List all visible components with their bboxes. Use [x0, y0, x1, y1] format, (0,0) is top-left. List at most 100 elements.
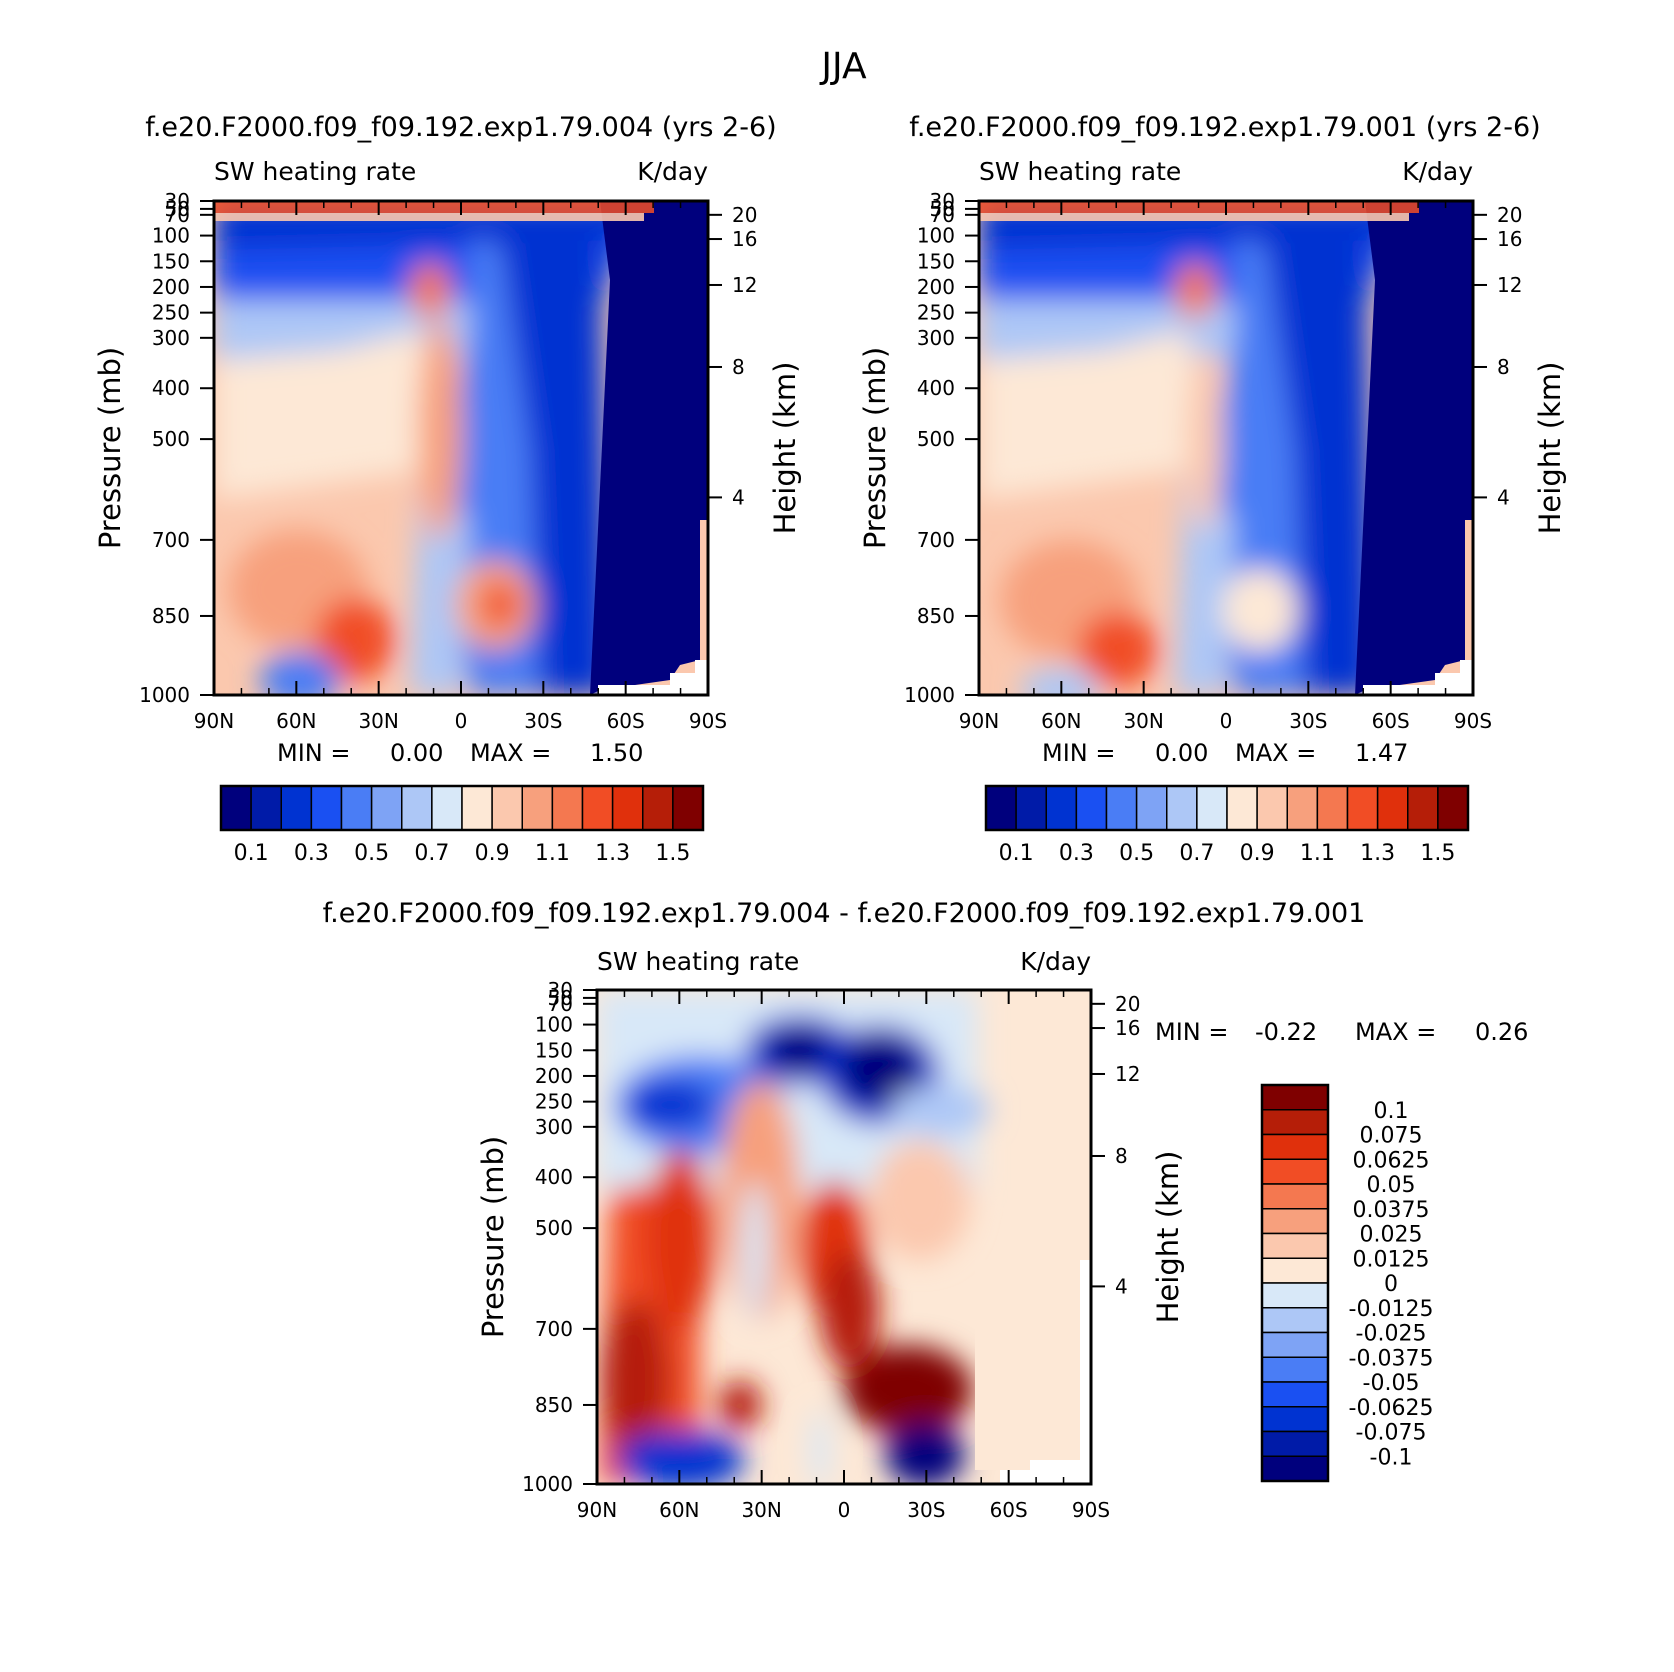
- colorbar-box: [401, 785, 433, 831]
- colorbar-box: [1261, 1133, 1329, 1160]
- y-tick-label: 700: [152, 528, 190, 552]
- colorbar-box: [1261, 1232, 1329, 1259]
- colorbar-box: [1256, 785, 1288, 831]
- panel-c-axes: 90N 60N 30N 0 30S 60S 90S 305070100150200250300…: [522, 978, 1140, 1522]
- y-tick-label: 700: [535, 1317, 573, 1341]
- y-tick-label: 300: [535, 1115, 573, 1139]
- y-tick-label: 50: [548, 986, 573, 1010]
- colorbar-label: 0.05: [1367, 1173, 1416, 1198]
- colorbar-box: [551, 785, 584, 831]
- colorbar-label: 0.5: [1119, 841, 1154, 866]
- x-tick-label: 60N: [276, 709, 316, 733]
- x-tick-label: 30N: [741, 1498, 781, 1522]
- x-tick-label: 90N: [959, 709, 999, 733]
- colorbar-label: 1.5: [1420, 841, 1455, 866]
- figure-title: JJA: [819, 46, 867, 87]
- y-right-tick-label: 16: [1497, 227, 1522, 251]
- y-tick-label: 300: [152, 326, 190, 350]
- y-tick-label: 850: [917, 604, 955, 628]
- panel-a-ylabel-right: Height (km): [768, 362, 802, 535]
- colorbar-box: [370, 785, 403, 831]
- panel-a-max-value: 1.50: [590, 739, 643, 767]
- y-tick-label: 200: [152, 275, 190, 299]
- x-tick-label: 90S: [1072, 1498, 1110, 1522]
- x-tick-label: 90S: [1454, 709, 1492, 733]
- y-tick-label: 400: [152, 376, 190, 400]
- colorbar-box: [611, 785, 644, 831]
- colorbar-box: [1196, 785, 1228, 831]
- panel-a-max-label: MAX =: [470, 739, 551, 767]
- y-tick-label: 30: [165, 189, 190, 213]
- x-tick-label: 0: [838, 1498, 851, 1522]
- panel-c: f.e20.F2000.f09_f09.192.exp1.79.004 - f.…: [323, 898, 1529, 1522]
- colorbar-box: [1437, 785, 1469, 831]
- y-tick-label: 150: [535, 1038, 573, 1062]
- colorbar-frame: [1260, 1083, 1330, 1483]
- colorbar-box: [1166, 785, 1198, 831]
- colorbar-box: [1261, 1455, 1329, 1482]
- colorbar-label: 0.5: [354, 841, 389, 866]
- colorbar-label: 1.1: [535, 841, 570, 866]
- y-tick-label: 70: [548, 992, 573, 1016]
- panel-a-axes: 90N 60N 30N 0 30S 60S 90S 305070100150200250300…: [139, 189, 757, 733]
- colorbar-label: 0.025: [1360, 1223, 1423, 1248]
- y-right-tick-label: 16: [1115, 1016, 1140, 1040]
- colorbar-label: -0.1: [1370, 1445, 1413, 1470]
- colorbar-label: 0.3: [1059, 841, 1094, 866]
- colorbar-box: [1261, 1356, 1329, 1383]
- colorbar-label: 0.0625: [1353, 1148, 1430, 1173]
- panel-c-subtitle: f.e20.F2000.f09_f09.192.exp1.79.004 - f.…: [323, 898, 1366, 929]
- colorbar-box: [1261, 1430, 1329, 1457]
- colorbar-box: [1261, 1109, 1329, 1136]
- y-tick-label: 850: [152, 604, 190, 628]
- colorbar-label: 1.5: [655, 841, 690, 866]
- y-right-tick-label: 8: [1115, 1144, 1128, 1168]
- x-tick-label: 30N: [1123, 709, 1163, 733]
- y-tick-label: 70: [930, 203, 955, 227]
- panel-a-left-label: SW heating rate: [214, 157, 416, 186]
- y-tick-label: 100: [917, 224, 955, 248]
- colorbar-box: [1376, 785, 1409, 831]
- panel-b-ylabel: Pressure (mb): [858, 347, 892, 549]
- panel-c-max-value: 0.26: [1475, 1018, 1528, 1046]
- colorbar-frame: [984, 784, 1470, 832]
- y-tick-label: 70: [165, 203, 190, 227]
- panel-a-min-label: MIN =: [277, 739, 350, 767]
- x-tick-label: 0: [1220, 709, 1233, 733]
- panel-a-subtitle: f.e20.F2000.f09_f09.192.exp1.79.004 (yrs…: [145, 112, 776, 143]
- colorbar-label: 0.0125: [1353, 1247, 1430, 1272]
- colorbar-label: 1.1: [1300, 841, 1335, 866]
- colorbar-box: [310, 785, 343, 831]
- panel-b-colorbar: 0.1 0.3 0.5 0.7 0.9 1.1 1.3 1.5: [984, 784, 1470, 866]
- colorbar-box: [280, 785, 313, 831]
- colorbar-label: 0.0375: [1353, 1198, 1430, 1223]
- x-tick-label: 30S: [907, 1498, 945, 1522]
- colorbar-box: [1261, 1381, 1329, 1408]
- colorbar-label: 0.1: [999, 841, 1034, 866]
- y-right-tick-label: 4: [732, 485, 745, 509]
- colorbar-box: [1105, 785, 1138, 831]
- y-tick-label: 400: [917, 376, 955, 400]
- panel-b: f.e20.F2000.f09_f09.192.exp1.79.001 (yrs…: [858, 112, 1567, 866]
- y-tick-label: 200: [917, 275, 955, 299]
- panel-a-field: [214, 201, 708, 695]
- colorbar-frame: [219, 784, 705, 832]
- panel-b-min-label: MIN =: [1042, 739, 1115, 767]
- panel-b-left-label: SW heating rate: [979, 157, 1181, 186]
- colorbar-label: -0.0125: [1349, 1297, 1434, 1322]
- y-right-tick-label: 12: [1115, 1062, 1140, 1086]
- y-tick-label: 150: [917, 249, 955, 273]
- y-tick-label: 1000: [904, 683, 955, 707]
- y-tick-label: 1000: [139, 683, 190, 707]
- colorbar-label: 1.3: [1360, 841, 1395, 866]
- colorbar-box: [1261, 1331, 1329, 1358]
- colorbar-label: 0: [1384, 1272, 1398, 1297]
- y-right-tick-label: 12: [732, 273, 757, 297]
- y-right-tick-label: 8: [732, 355, 745, 379]
- panel-a: f.e20.F2000.f09_f09.192.exp1.79.004 (yrs…: [93, 112, 802, 866]
- panel-b-axes: 90N 60N 30N 0 30S 60S 90S 305070100150200250300…: [904, 189, 1522, 733]
- colorbar-label: 0.9: [475, 841, 510, 866]
- panel-c-ylabel-right: Height (km): [1151, 1151, 1185, 1324]
- panel-c-min-label: MIN =: [1155, 1018, 1228, 1046]
